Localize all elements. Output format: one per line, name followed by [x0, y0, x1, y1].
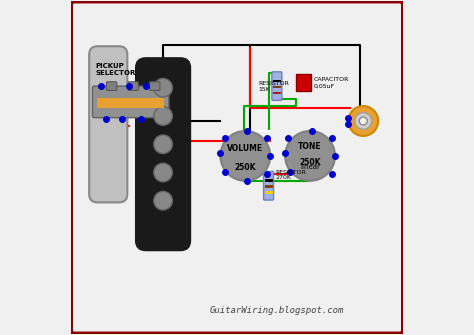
Text: 270K: 270K [275, 175, 291, 180]
Bar [273, 86, 281, 88]
FancyBboxPatch shape [71, 1, 403, 334]
Circle shape [359, 117, 367, 125]
Text: PICKUP
SELECTOR: PICKUP SELECTOR [96, 63, 136, 76]
Text: TONE: TONE [298, 142, 322, 151]
Circle shape [154, 135, 173, 153]
FancyBboxPatch shape [92, 86, 169, 118]
Bar [264, 191, 273, 194]
Bar [264, 180, 273, 182]
Text: RESISTOR: RESISTOR [275, 170, 306, 175]
FancyBboxPatch shape [150, 82, 160, 90]
Text: CAPACITOR: CAPACITOR [313, 77, 349, 82]
Bar [296, 74, 311, 91]
FancyBboxPatch shape [272, 72, 282, 100]
Circle shape [220, 131, 270, 181]
FancyBboxPatch shape [264, 172, 273, 200]
Circle shape [348, 106, 378, 136]
Bar [98, 98, 164, 108]
Circle shape [154, 107, 173, 125]
Bar [264, 186, 273, 188]
Text: 250K: 250K [235, 162, 256, 172]
FancyBboxPatch shape [107, 82, 117, 90]
FancyBboxPatch shape [89, 46, 128, 202]
FancyBboxPatch shape [128, 82, 138, 90]
FancyBboxPatch shape [136, 58, 191, 251]
Circle shape [285, 131, 335, 181]
Bar [273, 92, 281, 94]
Bar [273, 80, 281, 82]
Text: GuitarWiring.blogspot.com: GuitarWiring.blogspot.com [210, 306, 344, 315]
Text: 250K: 250K [300, 157, 321, 166]
Circle shape [154, 191, 173, 210]
Circle shape [154, 78, 173, 97]
Text: VOLUME: VOLUME [227, 144, 264, 152]
Circle shape [355, 113, 372, 129]
Circle shape [154, 163, 173, 182]
Text: linear: linear [300, 164, 320, 170]
Text: 0,05uF: 0,05uF [313, 84, 335, 88]
Text: RESISTOR
15K: RESISTOR 15K [259, 81, 290, 91]
